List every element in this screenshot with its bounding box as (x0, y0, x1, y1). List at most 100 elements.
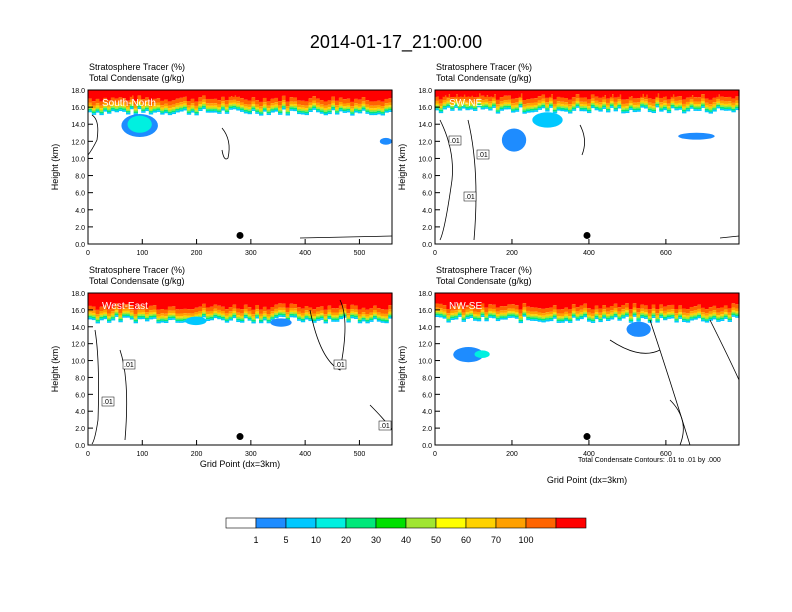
tracer-cell (735, 311, 740, 313)
tracer-cell (145, 293, 148, 300)
tracer-cell (636, 312, 641, 315)
tracer-cell (594, 317, 599, 320)
tracer-cell (251, 90, 254, 97)
tracer-cell (583, 303, 588, 308)
plot-frame (87, 89, 393, 245)
tracer-cell (606, 307, 611, 312)
tracer-cell (380, 112, 385, 114)
tracer-cell (179, 293, 184, 310)
tracer-cell (202, 293, 205, 300)
tracer-cell (297, 293, 300, 300)
tracer-cell (609, 310, 615, 313)
colorbar-swatch (345, 517, 377, 529)
tracer-cell (361, 293, 364, 300)
tracer-cell (617, 311, 622, 314)
tracer-cell (240, 102, 245, 106)
tracer-cell (507, 95, 512, 100)
tracer-cell (644, 103, 649, 106)
tracer-cell (175, 110, 180, 113)
tracer-cell (259, 293, 264, 310)
tracer-cell (164, 106, 169, 109)
tracer-cell (602, 313, 607, 316)
tracer-cell (628, 293, 634, 310)
tracer-cell (682, 318, 687, 321)
tracer-cell (617, 94, 622, 100)
tracer-cell (342, 293, 347, 305)
tracer-cell (338, 315, 344, 318)
tracer-cell (678, 108, 683, 110)
tracer-cell (164, 108, 169, 110)
tracer-cell (438, 314, 444, 316)
tracer-cell (316, 311, 321, 315)
tracer-cell (685, 315, 691, 318)
tracer-cell (228, 100, 233, 103)
tracer-cell (674, 308, 679, 314)
tracer-cell (95, 90, 98, 97)
tracer-cell (590, 94, 596, 99)
tracer-cell (323, 321, 328, 324)
colorbar-label: 1 (253, 535, 258, 545)
tracer-cell (598, 315, 603, 318)
tracer-cell (171, 104, 176, 108)
tracer-cell (446, 293, 451, 310)
tracer-cell (503, 317, 508, 320)
tracer-cell (266, 321, 271, 324)
tracer-cell (723, 105, 729, 108)
tracer-cell (537, 96, 542, 101)
tracer-cell (640, 104, 645, 106)
tracer-cell (221, 107, 226, 109)
tracer-cell (636, 110, 641, 112)
x-tick-label: 100 (136, 250, 148, 257)
tracer-cell (224, 313, 230, 316)
y-tick-label: 16.0 (418, 105, 432, 112)
tracer-cell (376, 293, 380, 300)
tracer-cell (674, 106, 679, 109)
x-tick-label: 100 (136, 451, 148, 458)
tracer-cell (720, 108, 725, 111)
tracer-cell (232, 104, 237, 106)
tracer-cell (243, 99, 249, 105)
tracer-cell (281, 102, 287, 105)
tracer-cell (617, 293, 620, 300)
contour-label: .01 (465, 194, 475, 201)
tracer-cell (179, 108, 184, 110)
location-marker (583, 433, 591, 441)
tracer-cell (262, 108, 268, 110)
tracer-cell (380, 90, 383, 97)
tracer-cell (537, 90, 542, 97)
tracer-cell (507, 105, 512, 108)
y-tick-label: 4.0 (75, 208, 85, 215)
contour-label: .01 (124, 362, 134, 369)
tracer-cell (613, 104, 618, 107)
tracer-cell (473, 101, 478, 105)
tracer-cell (678, 90, 683, 97)
tracer-cell (289, 313, 294, 316)
tracer-cell (552, 315, 558, 318)
tracer-cell (560, 316, 565, 318)
tracer-cell (480, 310, 485, 312)
tracer-cell (88, 312, 93, 315)
tracer-cell (727, 315, 732, 317)
tracer-cell (190, 110, 195, 113)
tracer-cell (308, 105, 313, 107)
tracer-cell (293, 90, 296, 97)
tracer-cell (137, 99, 142, 103)
tracer-cell (167, 314, 173, 317)
tracer-cell (388, 108, 393, 111)
tracer-cell (357, 309, 363, 314)
tracer-cell (712, 102, 717, 105)
tracer-cell (647, 105, 653, 107)
tracer-cell (278, 313, 283, 316)
tracer-cell (503, 106, 508, 108)
tracer-cell (202, 95, 207, 100)
tracer-cell (259, 313, 264, 317)
tracer-cell (357, 293, 363, 310)
tracer-cell (281, 106, 287, 108)
tracer-cell (560, 107, 565, 110)
tracer-cell (560, 106, 565, 108)
tracer-cell (236, 312, 241, 316)
tracer-cell (454, 102, 459, 105)
tracer-cell (251, 104, 256, 106)
tracer-cell (156, 309, 161, 315)
tracer-cell (160, 313, 165, 316)
